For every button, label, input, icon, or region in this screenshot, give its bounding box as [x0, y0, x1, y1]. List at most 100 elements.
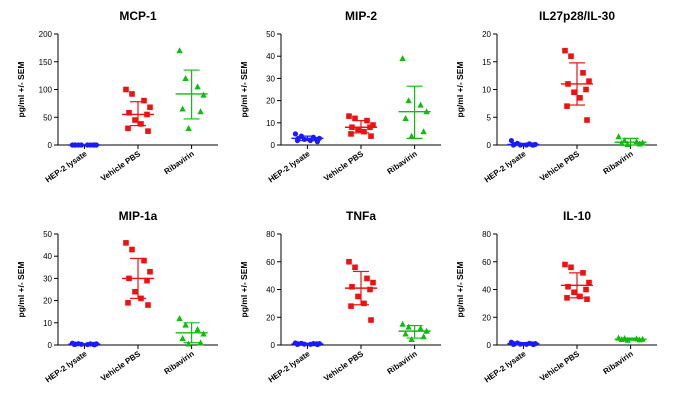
data-point — [583, 286, 589, 293]
data-point — [370, 279, 376, 286]
panel-title: IL27p28/IL-30 — [539, 9, 615, 23]
data-point — [307, 137, 313, 144]
data-point — [182, 321, 189, 328]
x-tick-label: Ribavirin — [163, 149, 196, 176]
y-axis-label: pg/ml +/- SEM — [239, 262, 249, 318]
data-point — [568, 264, 574, 271]
data-point — [367, 286, 373, 293]
data-point — [197, 108, 204, 115]
data-point — [615, 133, 622, 140]
data-point — [314, 341, 320, 348]
data-point — [571, 289, 577, 296]
panel-il-10: IL-10 0 20 40 60 80 pg/ml +/- SEM HEP-2 lysate V… — [455, 209, 657, 384]
data-point — [123, 240, 129, 246]
data-point — [408, 132, 415, 139]
data-point — [71, 142, 77, 148]
series-hep-2-lysate — [507, 339, 540, 348]
data-point — [185, 340, 192, 347]
data-point — [510, 142, 516, 148]
data-point — [141, 97, 147, 104]
x-tick-label: HEP-2 lysate — [483, 349, 528, 384]
x-tick-label: HEP-2 lysate — [267, 349, 312, 384]
data-point — [294, 137, 300, 144]
data-point — [348, 131, 354, 137]
data-point — [584, 296, 590, 303]
y-tick-label: 40 — [266, 286, 275, 295]
data-point — [138, 121, 144, 127]
y-tick-label: 0 — [487, 141, 492, 150]
panel-title: MCP-1 — [119, 9, 157, 23]
data-point — [352, 115, 358, 122]
series-vehicle-pbs — [122, 86, 154, 134]
data-point — [132, 288, 138, 295]
data-point — [618, 336, 625, 343]
data-point — [624, 141, 631, 148]
data-point — [564, 103, 570, 109]
y-tick-label: 40 — [482, 286, 491, 295]
x-tick-label: HEP-2 lysate — [483, 149, 528, 184]
series-vehicle-pbs — [122, 240, 154, 308]
data-point — [84, 142, 90, 148]
data-point — [399, 320, 406, 327]
data-point — [197, 339, 204, 346]
x-tick-label: HEP-2 lysate — [44, 349, 89, 384]
x-tick-label: HEP-2 lysate — [44, 149, 89, 184]
panel-title: IL-10 — [563, 209, 591, 223]
panel-title: MIP-1a — [119, 209, 158, 223]
y-tick-label: 20 — [266, 313, 275, 322]
data-point — [568, 53, 574, 59]
x-tick-label: Ribavirin — [386, 349, 419, 376]
series-hep-2-lysate — [291, 131, 324, 145]
data-point — [84, 341, 90, 348]
series-ribavirin — [398, 55, 431, 139]
y-tick-label: 20 — [43, 297, 52, 306]
y-tick-label: 20 — [482, 30, 491, 39]
data-point — [176, 314, 183, 321]
data-point — [510, 341, 516, 348]
y-tick-label: 0 — [48, 341, 53, 350]
data-point — [307, 341, 313, 347]
data-point — [176, 47, 183, 54]
data-point — [580, 70, 586, 76]
data-point — [423, 108, 430, 115]
data-point — [200, 330, 207, 337]
y-tick-label: 15 — [482, 58, 491, 67]
series-vehicle-pbs — [345, 113, 377, 139]
data-point — [355, 126, 361, 133]
data-point — [78, 142, 84, 148]
y-tick-label: 10 — [266, 119, 275, 128]
data-point — [147, 268, 153, 275]
data-point — [91, 342, 97, 348]
data-point — [368, 317, 374, 323]
x-tick-label: Ribavirin — [602, 149, 635, 176]
data-point — [364, 275, 370, 282]
data-point — [314, 139, 320, 145]
y-tick-label: 20 — [266, 97, 275, 106]
data-point — [564, 295, 570, 301]
data-point — [517, 341, 524, 347]
y-tick-label: 0 — [487, 341, 492, 350]
data-point — [584, 117, 590, 123]
data-point — [125, 300, 131, 306]
y-tick-label: 0 — [271, 341, 276, 350]
data-point — [301, 341, 307, 347]
data-point — [636, 336, 643, 343]
panel-title: MIP-2 — [345, 9, 377, 23]
data-point — [405, 97, 412, 104]
data-point — [301, 136, 307, 143]
data-point — [402, 114, 409, 121]
y-tick-label: 0 — [271, 141, 276, 150]
panel-mip-2: MIP-2 0 10 20 30 40 50 pg/ml +/- SEM HEP-2 lysat… — [239, 9, 441, 184]
y-tick-label: 30 — [43, 274, 52, 283]
x-tick-label: Vehicle PBS — [538, 349, 582, 383]
data-point — [346, 258, 352, 265]
data-point — [523, 142, 530, 148]
x-tick-label: Ribavirin — [163, 349, 196, 376]
data-point — [355, 293, 361, 300]
data-point — [368, 133, 374, 139]
y-tick-label: 5 — [487, 113, 492, 122]
data-point — [586, 279, 592, 286]
data-point — [565, 283, 571, 290]
x-tick-label: Ribavirin — [602, 349, 635, 376]
data-point — [420, 333, 427, 340]
